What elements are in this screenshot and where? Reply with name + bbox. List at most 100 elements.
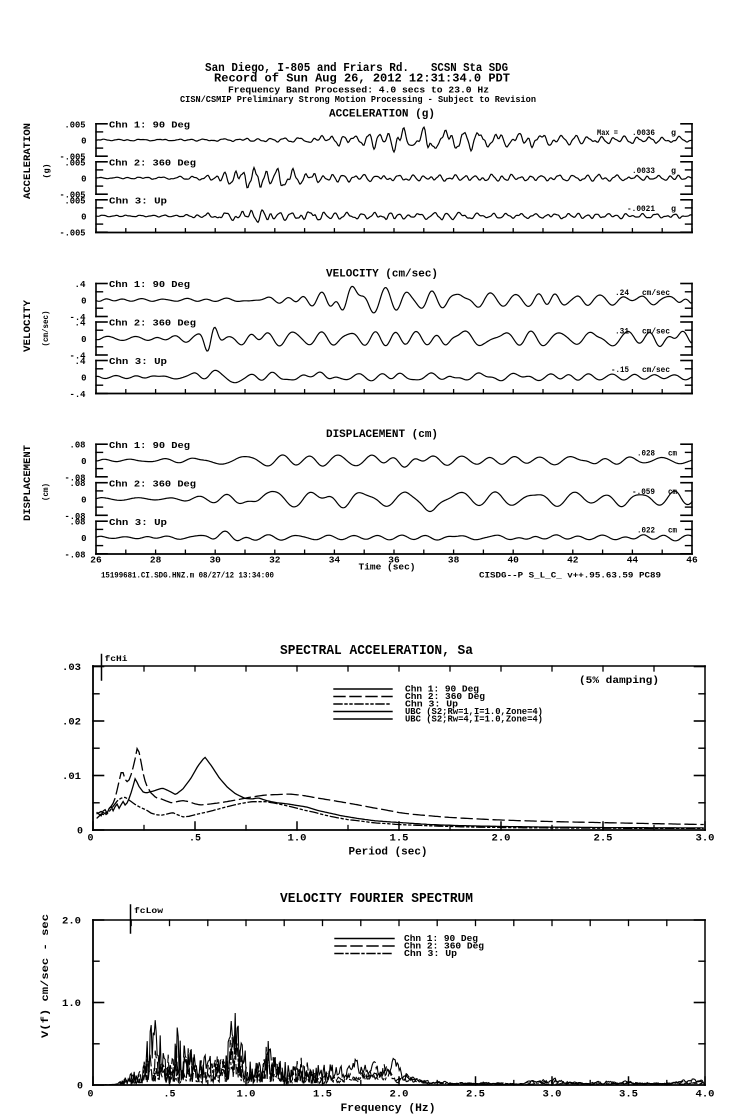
svg-text:Frequency Band Processed: 4.0: Frequency Band Processed: 4.0 secs to 23… [228,85,489,96]
svg-text:26: 26 [90,555,102,566]
svg-text:.4: .4 [75,280,87,290]
svg-text:.08: .08 [70,518,86,528]
svg-text:cm/sec: cm/sec [642,290,670,298]
svg-text:VELOCITY FOURIER SPECTRUM: VELOCITY FOURIER SPECTRUM [280,892,473,907]
svg-text:Chn 3: Up: Chn 3: Up [109,196,168,207]
svg-text:cm/sec: cm/sec [642,329,670,337]
svg-text:fcLow: fcLow [134,906,164,916]
svg-text:46: 46 [686,555,698,566]
svg-text:Period (sec): Period (sec) [349,847,428,859]
svg-text:Record of Sun Aug 26, 2012 12:: Record of Sun Aug 26, 2012 12:31:34.0 PD… [214,73,510,86]
svg-text:0: 0 [81,534,86,544]
svg-text:1.5: 1.5 [313,1089,332,1101]
svg-text:32: 32 [269,555,281,566]
svg-text:Chn 3: Up: Chn 3: Up [405,700,458,710]
svg-text:Frequency (Hz): Frequency (Hz) [341,1103,436,1115]
svg-text:Chn 1: 90 Deg: Chn 1: 90 Deg [109,120,190,131]
svg-text:4.0: 4.0 [696,1089,715,1101]
svg-text:Chn 1: 90 Deg: Chn 1: 90 Deg [109,279,190,290]
svg-text:VELOCITY (cm/sec): VELOCITY (cm/sec) [326,269,438,281]
svg-text:.01: .01 [62,771,81,783]
svg-text:DISPLACEMENT (cm): DISPLACEMENT (cm) [326,429,438,441]
svg-text:ACCELERATION: ACCELERATION [22,123,34,199]
svg-text:Chn 2: 360 Deg: Chn 2: 360 Deg [109,158,196,169]
svg-text:fcHi: fcHi [105,654,128,664]
svg-text:0: 0 [77,826,83,838]
svg-text:g: g [671,206,676,214]
svg-text:Chn 3: Up: Chn 3: Up [109,517,168,528]
svg-text:-.4: -.4 [70,313,87,323]
svg-text:44: 44 [627,555,639,566]
svg-text:36: 36 [388,555,400,566]
svg-text:CISN/CSMIP Preliminary Strong: CISN/CSMIP Preliminary Strong Motion Pro… [180,95,536,105]
svg-text:.5: .5 [189,833,201,845]
svg-text:(5% damping): (5% damping) [579,675,659,687]
svg-text:.022: .022 [637,528,655,536]
svg-text:.5: .5 [164,1089,176,1101]
svg-text:g: g [671,168,676,176]
svg-text:3.0: 3.0 [696,833,715,845]
svg-text:30: 30 [209,555,221,566]
svg-text:0: 0 [77,1081,83,1093]
svg-text:.08: .08 [70,479,86,489]
svg-text:38: 38 [448,555,460,566]
svg-text:Time (sec): Time (sec) [359,562,416,573]
svg-text:0: 0 [81,374,86,384]
svg-text:.4: .4 [75,319,87,329]
svg-text:UBC (S2;Rw=1,I=1.0,Zone=4): UBC (S2;Rw=1,I=1.0,Zone=4) [405,707,543,717]
svg-text:SCSN Sta SDG: SCSN Sta SDG [431,62,508,75]
svg-text:28: 28 [150,555,162,566]
svg-text:0: 0 [81,175,86,185]
svg-text:-.08: -.08 [65,550,86,560]
svg-text:Chn 1: 90 Deg: Chn 1: 90 Deg [404,934,478,944]
svg-text:cm: cm [668,489,677,497]
svg-text:g: g [671,130,676,138]
svg-text:(cm/sec): (cm/sec) [42,311,51,347]
svg-text:.02: .02 [62,717,81,729]
svg-text:Chn 1: 90 Deg: Chn 1: 90 Deg [109,440,190,451]
svg-text:.0036: .0036 [632,130,655,138]
svg-text:0: 0 [88,833,94,845]
svg-text:2.5: 2.5 [466,1089,485,1101]
svg-text:San Diego, I-805 and Friars Rd: San Diego, I-805 and Friars Rd. [205,62,409,75]
svg-text:2.0: 2.0 [492,833,511,845]
svg-text:-.08: -.08 [65,473,86,483]
svg-text:1.0: 1.0 [288,833,307,845]
svg-text:-.4: -.4 [70,352,87,362]
svg-text:-.4: -.4 [70,390,87,400]
svg-text:-.005: -.005 [60,191,86,201]
svg-text:42: 42 [567,555,579,566]
svg-text:SPECTRAL ACCELERATION, Sa: SPECTRAL ACCELERATION, Sa [280,644,473,659]
svg-text:1.0: 1.0 [237,1089,256,1101]
svg-text:3.0: 3.0 [543,1089,562,1101]
svg-text:1.5: 1.5 [390,833,409,845]
svg-text:Chn 2: 360 Deg: Chn 2: 360 Deg [404,942,484,952]
svg-text:.31: .31 [615,329,629,337]
svg-text:VELOCITY: VELOCITY [22,299,34,352]
svg-text:.0033: .0033 [632,168,655,176]
svg-text:Chn 2: 360 Deg: Chn 2: 360 Deg [405,692,485,702]
svg-text:Chn 1: 90 Deg: Chn 1: 90 Deg [405,685,479,695]
svg-text:.4: .4 [75,357,87,367]
svg-text:0: 0 [81,137,86,147]
svg-text:(g): (g) [42,163,52,178]
svg-text:-.08: -.08 [65,512,86,522]
svg-text:.005: .005 [65,158,86,168]
svg-text:15199681.CI.SDG.HNZ.m 08/27/12: 15199681.CI.SDG.HNZ.m 08/27/12 13:34:00 [101,571,274,581]
svg-text:.028: .028 [637,451,655,459]
svg-text:2.0: 2.0 [390,1089,409,1101]
svg-text:0: 0 [88,1089,94,1101]
svg-text:-.005: -.005 [60,229,86,239]
svg-text:cm/sec: cm/sec [642,367,670,375]
svg-text:0: 0 [81,496,86,506]
svg-text:-.15: -.15 [611,367,629,375]
svg-text:40: 40 [507,555,519,566]
svg-text:-.059: -.059 [632,489,655,497]
svg-text:2.5: 2.5 [594,833,613,845]
svg-text:1.0: 1.0 [62,998,81,1010]
svg-text:Chn 3: Up: Chn 3: Up [404,949,457,959]
svg-text:V(f) cm/sec - sec: V(f) cm/sec - sec [40,914,52,1038]
svg-text:(cm): (cm) [42,483,51,501]
svg-text:UBC (S2;Rw=4,I=1.0,Zone=4): UBC (S2;Rw=4,I=1.0,Zone=4) [405,715,543,725]
svg-text:0: 0 [81,457,86,467]
